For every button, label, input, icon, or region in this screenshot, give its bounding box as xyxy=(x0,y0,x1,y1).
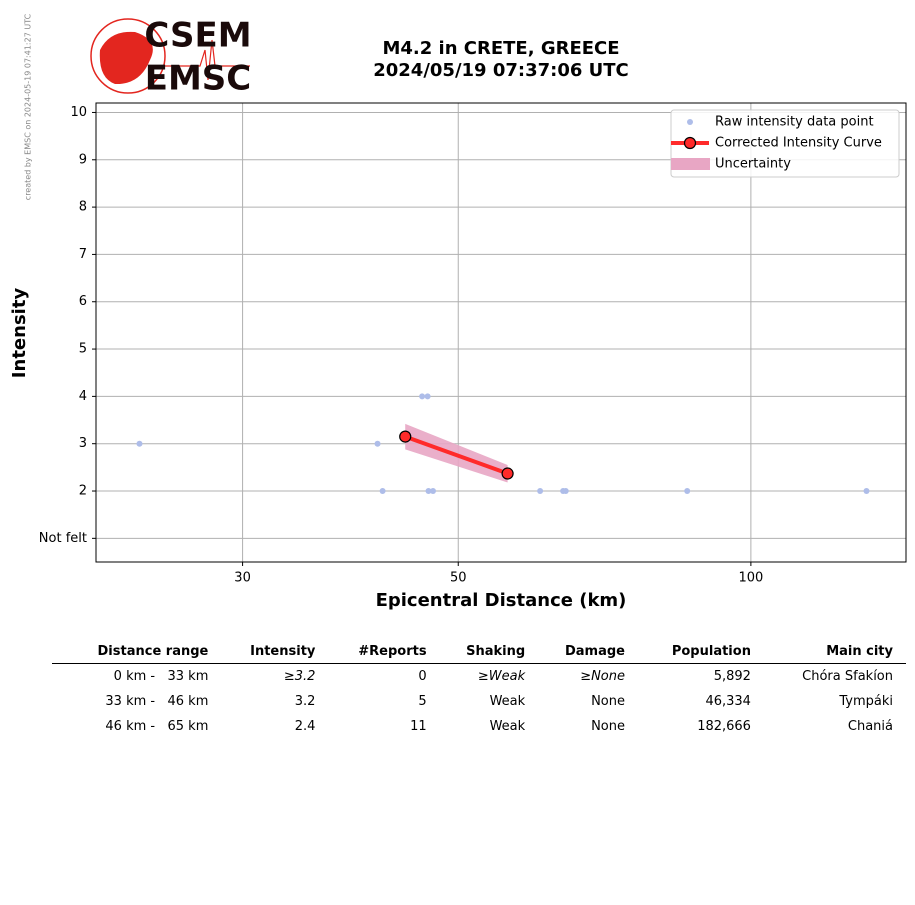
chart-subtitle: 2024/05/19 07:37:06 UTC xyxy=(373,60,629,81)
legend: Raw intensity data point Corrected Intens… xyxy=(670,109,900,178)
chart: created by EMSC on 2024-05-19 07:41:27 U… xyxy=(9,13,907,611)
data-point xyxy=(425,488,432,495)
summary-table: Distance range Intensity #Reports Shaking Da… xyxy=(52,640,906,739)
y-axis-label: Intensity xyxy=(9,288,30,379)
column-header: #Reports xyxy=(328,640,440,664)
y-tick-label: 8 xyxy=(79,200,87,215)
table-row: 46 km - 65 km 2.4 11 Weak None 182,666 Chaniá xyxy=(52,714,906,739)
credit: created by EMSC on 2024-05-19 07:41:27 U… xyxy=(24,13,33,200)
table-cell: 33 km - 46 km xyxy=(105,694,209,709)
legend-marker xyxy=(683,136,697,150)
y-tick-label: 2 xyxy=(79,484,87,499)
column-header: Shaking xyxy=(439,640,539,664)
table-body: 0 km - 33 km ≥3.2 0 ≥Weak ≥None 5,892 Chóra Sf… xyxy=(52,664,906,740)
column-header: Intensity xyxy=(221,640,329,664)
data-point xyxy=(863,488,870,495)
curve-marker xyxy=(399,430,412,443)
legend-marker xyxy=(671,158,710,170)
table-cell: None xyxy=(591,719,625,734)
table-header: Distance range Intensity #Reports Shaking Da… xyxy=(52,640,906,664)
legend-marker xyxy=(687,119,693,125)
logo-seismo xyxy=(160,39,250,81)
y-tick-label: 5 xyxy=(79,342,87,357)
y-tick-label: 9 xyxy=(79,152,87,167)
table-cell: ≥None xyxy=(580,669,625,684)
x-axis-label: Epicentral Distance (km) xyxy=(376,590,627,611)
table-cell: 0 xyxy=(418,669,427,684)
table-cell: ≥Weak xyxy=(477,669,526,684)
table-cell: 5,892 xyxy=(713,669,751,684)
x-tick-label: 50 xyxy=(450,571,467,586)
data-point xyxy=(562,488,569,495)
data-point xyxy=(379,488,386,495)
table-cell: Tympáki xyxy=(839,694,893,709)
data-point xyxy=(684,488,691,495)
data-point xyxy=(374,440,381,447)
intensity-curve xyxy=(404,434,509,476)
y-tick-label: Not felt xyxy=(39,531,87,546)
plot-frame xyxy=(95,102,907,563)
table-cell: Chaniá xyxy=(847,719,893,734)
table-cell: Weak xyxy=(489,719,526,734)
column-header: Distance range xyxy=(52,640,222,664)
logo-map xyxy=(99,31,153,85)
table-cell: 5 xyxy=(418,694,427,709)
table-row: 33 km - 46 km 3.2 5 Weak None 46,334 Tympáki xyxy=(52,689,906,714)
table-cell: Chóra Sfakíon xyxy=(802,669,893,684)
y-tick-label: 7 xyxy=(79,247,87,262)
table-cell: 46,334 xyxy=(705,694,751,709)
table-cell: Weak xyxy=(489,694,526,709)
logo-bottom: EMSC xyxy=(145,59,252,99)
chart-title: M4.2 in CRETE, GREECE xyxy=(382,38,619,59)
y-tick-label: 6 xyxy=(79,294,87,309)
table-row: 0 km - 33 km ≥3.2 0 ≥Weak ≥None 5,892 Chóra Sf… xyxy=(52,664,906,690)
logo: CSEM EMSC xyxy=(90,16,252,99)
data-point xyxy=(136,440,143,447)
data-point xyxy=(430,488,437,495)
column-header: Population xyxy=(638,640,764,664)
y-tick-label: 4 xyxy=(79,389,87,404)
table-cell: 0 km - 33 km xyxy=(113,669,209,684)
data-point xyxy=(419,393,426,400)
table-cell: 3.2 xyxy=(294,694,316,709)
logo-top: CSEM xyxy=(144,16,251,56)
table-cell: 46 km - 65 km xyxy=(105,719,209,734)
table-cell: 11 xyxy=(410,719,427,734)
legend-label: Uncertainty xyxy=(715,157,791,172)
legend-label: Raw intensity data point xyxy=(715,115,874,130)
x-tick-label: 30 xyxy=(234,571,251,586)
y-tick-label: 10 xyxy=(70,105,87,120)
y-tick-label: 3 xyxy=(79,436,87,451)
column-header: Damage xyxy=(538,640,638,664)
curve-marker xyxy=(501,467,514,480)
legend-label: Corrected Intensity Curve xyxy=(715,136,882,151)
table-cell: None xyxy=(591,694,625,709)
table-cell: ≥3.2 xyxy=(283,669,316,684)
column-header: Main city xyxy=(763,640,906,664)
table-cell: 182,666 xyxy=(697,719,751,734)
x-tick-label: 100 xyxy=(738,571,763,586)
data-point xyxy=(424,393,431,400)
table-cell: 2.4 xyxy=(294,719,316,734)
data-point xyxy=(537,488,544,495)
